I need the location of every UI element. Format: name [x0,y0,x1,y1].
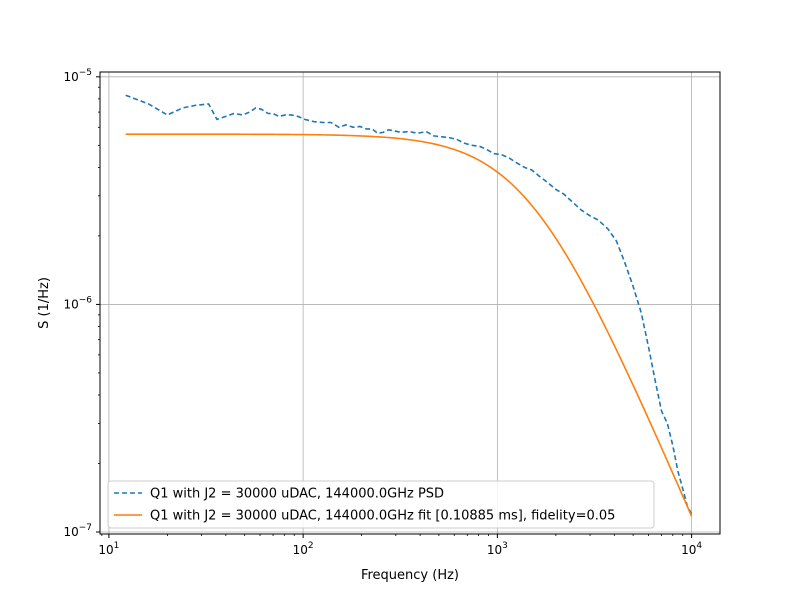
series-layer [125,94,693,517]
grid-lines [100,72,720,534]
x-tick-label: 101 [98,541,119,557]
tick-layer: 101 102 103 104 10−7 10−6 10−5 [63,68,702,557]
x-tick-label: 103 [487,541,508,557]
y-tick-label: 10−7 [63,523,92,539]
y-axis-label: S (1/Hz) [37,277,52,329]
series-line-0 [125,94,693,515]
legend-entry-psd: Q1 with J2 = 30000 uDAC, 144000.0GHz PSD [150,487,444,502]
legend-entry-fit: Q1 with J2 = 30000 uDAC, 144000.0GHz fit… [150,509,615,524]
plot-frame [99,71,721,535]
y-tick-label: 10−6 [63,295,92,311]
series-line-1 [125,133,693,517]
legend-box [107,480,655,529]
x-axis-label: Frequency (Hz) [361,568,459,583]
x-tick-label: 104 [681,541,702,557]
y-tick-label: 10−5 [63,68,92,84]
x-tick-label: 102 [293,541,314,557]
legend: Q1 with J2 = 30000 uDAC, 144000.0GHz PSD… [107,480,655,529]
